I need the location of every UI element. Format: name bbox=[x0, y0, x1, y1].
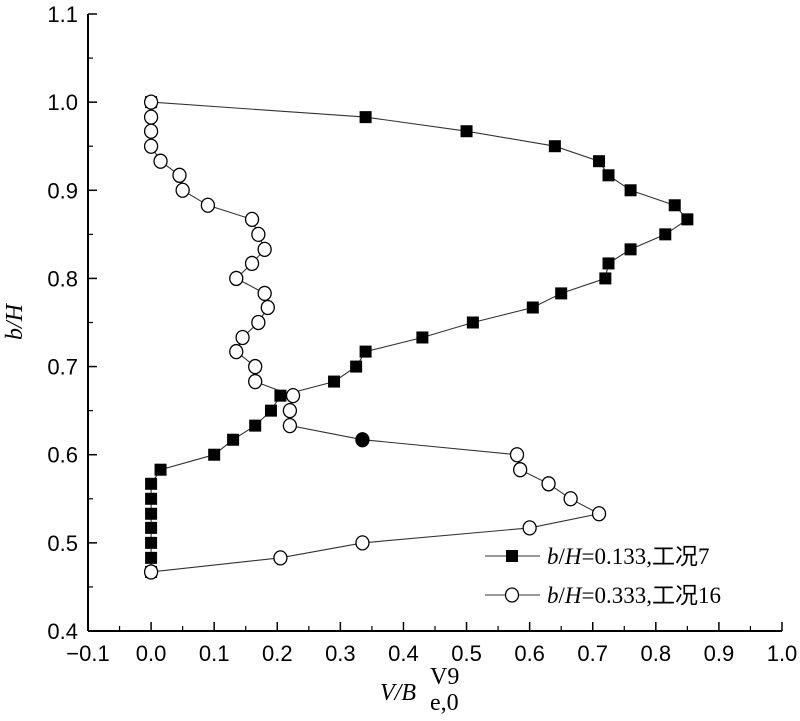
data-point-series-2 bbox=[285, 388, 301, 404]
x-tick-label: −0.1 bbox=[66, 641, 109, 666]
data-point-series-2 bbox=[248, 373, 263, 390]
data-point-series-1 bbox=[208, 448, 221, 461]
x-tick-label: 0.2 bbox=[262, 641, 293, 666]
data-point-series-1 bbox=[668, 199, 681, 212]
x-tick-label: 0.1 bbox=[199, 641, 230, 666]
data-point-series-1 bbox=[659, 228, 672, 241]
data-point-series-2 bbox=[229, 343, 244, 360]
data-point-series-2 bbox=[153, 153, 168, 169]
y-tick-label: 0.7 bbox=[47, 355, 78, 380]
data-point-series-1 bbox=[602, 257, 615, 270]
data-point-series-1 bbox=[555, 287, 568, 300]
data-point-series-2 bbox=[244, 255, 260, 272]
y-tick-label: 0.8 bbox=[47, 266, 78, 291]
x-tick-label: 1.0 bbox=[767, 641, 798, 666]
data-point-series-2 bbox=[282, 402, 298, 419]
y-axis-title: b/H bbox=[2, 302, 28, 340]
legend-label-1: b/H=0.133,工况7 bbox=[547, 544, 710, 569]
data-point-series-1 bbox=[350, 360, 363, 373]
data-point-series-1 bbox=[154, 463, 167, 476]
x-axis-title-superscript: V9 bbox=[430, 664, 459, 690]
y-tick-label: 0.5 bbox=[47, 531, 78, 556]
series-markers bbox=[143, 94, 694, 580]
data-point-series-1 bbox=[466, 316, 479, 329]
y-tick-label: 1.0 bbox=[47, 90, 78, 115]
data-point-series-2 bbox=[143, 109, 159, 125]
data-point-series-2 bbox=[257, 285, 272, 302]
data-point-series-2 bbox=[143, 94, 159, 110]
y-tick-label: 0.6 bbox=[47, 443, 78, 468]
y-tick-label: 0.4 bbox=[47, 619, 78, 644]
data-point-series-2 bbox=[513, 462, 528, 478]
x-tick-label: 0.5 bbox=[451, 641, 482, 666]
data-point-series-2 bbox=[251, 226, 266, 243]
data-point-series-2 bbox=[229, 270, 244, 287]
data-point-series-2 bbox=[175, 182, 190, 198]
data-point-series-2 bbox=[235, 329, 250, 346]
data-point-series-1 bbox=[274, 389, 287, 402]
data-point-series-2 bbox=[251, 314, 266, 331]
data-point-series-2 bbox=[244, 211, 260, 228]
data-point-series-1 bbox=[264, 404, 277, 417]
legend-marker-circle bbox=[504, 587, 520, 603]
data-point-series-2 bbox=[509, 447, 525, 463]
data-point-series-1 bbox=[227, 433, 240, 446]
y-axis-title-text: b/H bbox=[2, 302, 28, 340]
data-point-series-2 bbox=[563, 491, 578, 507]
data-point-series-1 bbox=[602, 169, 615, 182]
data-point-series-1 bbox=[359, 111, 372, 124]
data-point-series-1 bbox=[249, 419, 262, 432]
data-point-series-1 bbox=[145, 492, 158, 505]
data-point-series-1 bbox=[624, 243, 637, 256]
data-point-series-1 bbox=[145, 521, 158, 534]
data-point-series-1 bbox=[145, 536, 158, 549]
data-point-series-2 bbox=[541, 476, 556, 492]
data-point-series-1 bbox=[328, 375, 341, 388]
data-point-series-2 bbox=[273, 550, 288, 566]
data-point-series-2 bbox=[282, 417, 298, 434]
data-point-series-2 bbox=[248, 358, 263, 375]
x-tick-label: 0.0 bbox=[136, 641, 167, 666]
data-point-series-2 bbox=[143, 564, 159, 580]
data-point-series-2 bbox=[522, 520, 537, 536]
data-point-series-2 bbox=[355, 432, 370, 448]
data-point-series-1 bbox=[599, 272, 612, 285]
data-point-series-1 bbox=[548, 140, 561, 153]
data-point-series-2 bbox=[200, 197, 216, 213]
legend-marker-square bbox=[506, 550, 518, 562]
x-tick-label: 0.4 bbox=[388, 641, 419, 666]
x-tick-label: 0.3 bbox=[325, 641, 356, 666]
y-tick-label: 1.1 bbox=[47, 2, 78, 27]
data-point-series-1 bbox=[145, 551, 158, 564]
data-point-series-1 bbox=[593, 155, 606, 168]
data-point-series-2 bbox=[591, 506, 607, 522]
x-tick-label: 0.9 bbox=[704, 641, 735, 666]
data-point-series-1 bbox=[416, 331, 429, 344]
data-point-series-1 bbox=[145, 477, 158, 490]
data-point-series-1 bbox=[624, 184, 637, 197]
series-line-2 bbox=[150, 102, 601, 573]
x-tick-label: 0.7 bbox=[577, 641, 608, 666]
legend-label-2: b/H=0.333,工况16 bbox=[547, 583, 721, 608]
data-point-series-1 bbox=[460, 125, 473, 138]
data-point-series-1 bbox=[526, 301, 539, 314]
data-point-series-1 bbox=[145, 507, 158, 520]
data-point-series-1 bbox=[681, 213, 694, 226]
y-tick-label: 0.9 bbox=[47, 178, 78, 203]
legend: b/H=0.133,工况7 b/H=0.333,工况16 bbox=[485, 544, 721, 608]
data-point-series-2 bbox=[260, 299, 275, 316]
x-axis-title-subscript: e,0 bbox=[430, 690, 459, 716]
data-point-series-2 bbox=[355, 535, 370, 551]
x-tick-label: 0.8 bbox=[641, 641, 672, 666]
data-point-series-1 bbox=[359, 345, 372, 358]
x-axis-title-text: V/B bbox=[380, 680, 416, 706]
x-axis-title: V/B bbox=[380, 680, 416, 706]
data-point-series-2 bbox=[143, 138, 159, 154]
data-point-series-2 bbox=[257, 241, 272, 257]
x-tick-label: 0.6 bbox=[514, 641, 545, 666]
data-point-series-2 bbox=[172, 167, 187, 183]
data-point-series-2 bbox=[143, 123, 159, 139]
axes: −0.1 0.0 0.1 0.2 0.3 0.4 0.5 0.6 0.7 0.8 0.9 1.0 0.4… bbox=[47, 2, 797, 666]
